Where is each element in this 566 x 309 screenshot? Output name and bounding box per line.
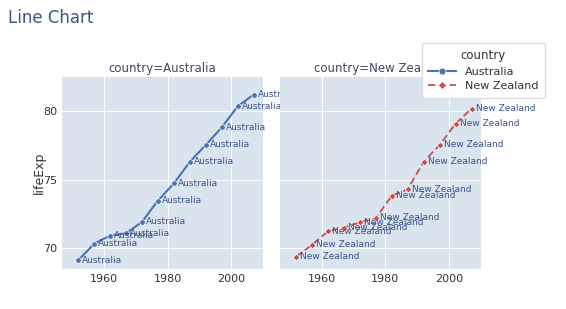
Text: New Zealand: New Zealand	[428, 157, 487, 166]
Text: Australia: Australia	[162, 196, 202, 205]
Text: New Zealand: New Zealand	[316, 240, 376, 249]
Text: Australia: Australia	[226, 123, 266, 132]
Text: Australia: Australia	[114, 231, 155, 240]
Text: Australia: Australia	[194, 157, 234, 166]
Text: Australia: Australia	[258, 90, 298, 99]
Text: New Zealand: New Zealand	[475, 104, 535, 113]
Text: Australia: Australia	[242, 102, 282, 111]
Text: Australia: Australia	[146, 218, 186, 226]
Text: Australia: Australia	[83, 256, 122, 265]
Text: New Zealand: New Zealand	[364, 218, 423, 227]
Text: New Zealand: New Zealand	[444, 141, 503, 150]
Text: Australia: Australia	[130, 229, 170, 238]
Y-axis label: lifeExp: lifeExp	[33, 152, 46, 194]
Text: New Zealand: New Zealand	[460, 119, 519, 128]
Text: New Zealand: New Zealand	[301, 252, 360, 261]
Text: Australia: Australia	[210, 140, 250, 149]
Text: New Zealand: New Zealand	[396, 191, 456, 200]
Title: country=Australia: country=Australia	[109, 62, 217, 75]
Text: Australia: Australia	[98, 239, 139, 248]
Legend: Australia, New Zealand: Australia, New Zealand	[422, 43, 545, 98]
Text: New Zealand: New Zealand	[332, 227, 392, 236]
Text: New Zealand: New Zealand	[380, 214, 440, 222]
Title: country=New Zealand: country=New Zealand	[314, 62, 447, 75]
Text: Australia: Australia	[178, 179, 218, 188]
Text: New Zealand: New Zealand	[348, 223, 408, 232]
Text: New Zealand: New Zealand	[412, 185, 471, 194]
Text: Line Chart: Line Chart	[8, 9, 94, 27]
